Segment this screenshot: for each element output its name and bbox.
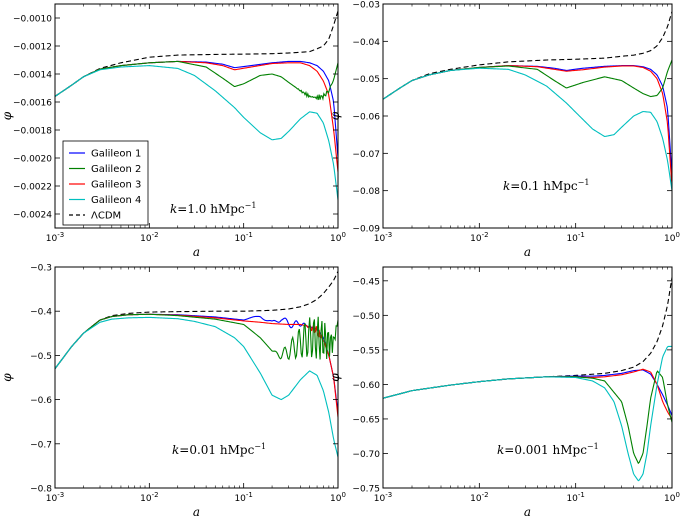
y-axis-label: φ [0, 111, 14, 120]
series-line-galileon-2 [55, 60, 338, 102]
series-line-galileon-2 [55, 313, 338, 369]
k-annotation: k=0.001 hMpc−1 [497, 442, 599, 457]
series-line-galileon-4 [383, 67, 672, 191]
series-line-galileon-3 [55, 313, 338, 418]
x-tick-label: 10-1 [566, 491, 584, 504]
x-tick-label: 10-3 [46, 231, 64, 244]
k-annotation: k=1.0 hMpc−1 [170, 201, 256, 216]
chart-panel-4: 10-3 10-2 10-1 100 −0.45 −0.50 −0.55 −0.60 −0.65… [328, 266, 680, 519]
x-tick-label: 100 [664, 491, 680, 504]
y-axis-label: φ [328, 111, 342, 120]
y-tick-label: −0.55 [352, 346, 380, 356]
y-tick-label: −0.09 [352, 225, 380, 235]
legend-label: Galileon 2 [91, 164, 141, 175]
k-annotation: k=0.1 hMpc−1 [503, 178, 589, 193]
y-tick-label: −0.4 [30, 308, 52, 318]
series-line-galileon-4 [383, 345, 672, 482]
plot-area [383, 11, 672, 191]
x-tick-label: 10-1 [234, 231, 252, 244]
series-line-lambda-cdm [383, 11, 672, 100]
x-tick-label: 10-2 [140, 491, 158, 504]
x-axis-label: a [524, 505, 531, 519]
x-tick-label: 10-3 [374, 231, 392, 244]
y-tick-label: −0.0020 [13, 155, 52, 165]
y-tick-label: −0.0024 [13, 211, 52, 221]
x-tick-label: 10-1 [566, 231, 584, 244]
y-tick-label: −0.0014 [13, 71, 52, 81]
x-tick-label: 10-2 [470, 491, 488, 504]
y-axis-label: φ [328, 373, 342, 382]
x-tick-label: 10-3 [46, 491, 64, 504]
chart-panel-1: 10-3 10-2 10-1 100 −0.0010 −0.0012 −0.0014 −0.0… [0, 3, 346, 259]
x-axis-label: a [193, 245, 200, 259]
axes-frame [54, 3, 339, 229]
y-tick-label: −0.06 [352, 113, 380, 123]
y-tick-label: −0.3 [30, 264, 52, 274]
y-tick-label: −0.03 [352, 1, 380, 11]
series-line-galileon-1 [383, 369, 672, 416]
y-tick-label: −0.0012 [13, 43, 52, 53]
y-tick-label: −0.04 [352, 38, 380, 48]
y-tick-label: −0.5 [30, 352, 52, 362]
k-annotation: k=0.01 hMpc−1 [172, 442, 266, 457]
plot-area [55, 271, 338, 458]
y-tick-label: −0.08 [352, 187, 380, 197]
plot-area [383, 277, 672, 482]
legend-label: Galileon 3 [91, 180, 141, 191]
x-axis-label: a [193, 505, 200, 519]
series-line-galileon-3 [383, 65, 672, 187]
y-tick-label: −0.70 [352, 450, 380, 460]
x-tick-label: 10-2 [140, 231, 158, 244]
y-tick-label: −0.6 [30, 396, 52, 406]
y-axis-label: φ [0, 373, 14, 382]
legend-label: ΛCDM [91, 211, 121, 222]
series-line-galileon-4 [55, 316, 338, 458]
y-tick-label: −0.0018 [13, 127, 52, 137]
plot-area [55, 10, 338, 201]
x-tick-label: 10-2 [470, 231, 488, 244]
x-axis-label: a [524, 245, 531, 259]
y-tick-label: −0.07 [352, 150, 380, 160]
y-tick-label: −0.0022 [13, 183, 52, 193]
axes-frame [382, 3, 673, 229]
y-tick-label: −0.60 [352, 381, 380, 391]
axes-frame [382, 266, 673, 489]
legend-box [62, 140, 149, 226]
chart-panel-2: 10-3 10-2 10-1 100 −0.03 −0.04 −0.05 −0.06 −0.07… [328, 1, 680, 260]
chart-panel-3: 10-3 10-2 10-1 100 −0.3 −0.4 −0.5 −0.6 −0.7 −0.8 a… [0, 264, 346, 520]
series-line-lambda-cdm [55, 271, 338, 369]
x-tick-label: 10-3 [374, 491, 392, 504]
y-tick-label: −0.75 [352, 485, 380, 495]
x-tick-label: 100 [664, 231, 680, 244]
y-tick-label: −0.65 [352, 415, 380, 425]
y-tick-label: −0.45 [352, 277, 380, 287]
y-tick-label: −0.50 [352, 312, 380, 322]
series-line-lambda-cdm [55, 10, 338, 97]
y-tick-label: −0.7 [30, 440, 52, 450]
x-tick-label: 100 [330, 231, 346, 244]
legend-label: Galileon 1 [91, 149, 141, 160]
series-line-galileon-4 [55, 65, 338, 201]
y-tick-label: −0.8 [30, 485, 52, 495]
series-line-galileon-3 [383, 368, 672, 420]
y-tick-label: −0.05 [352, 75, 380, 85]
series-line-galileon-1 [55, 313, 338, 413]
y-tick-label: −0.0016 [13, 99, 52, 109]
axes-frame [54, 266, 339, 489]
x-tick-label: 100 [330, 491, 346, 504]
x-tick-label: 10-1 [234, 491, 252, 504]
legend-label: Galileon 4 [91, 195, 141, 206]
legend: Galileon 1 Galileon 2 Galileon 3 Galileon 4… [62, 140, 149, 226]
series-line-lambda-cdm [383, 277, 672, 399]
y-tick-label: −0.0010 [13, 15, 52, 25]
